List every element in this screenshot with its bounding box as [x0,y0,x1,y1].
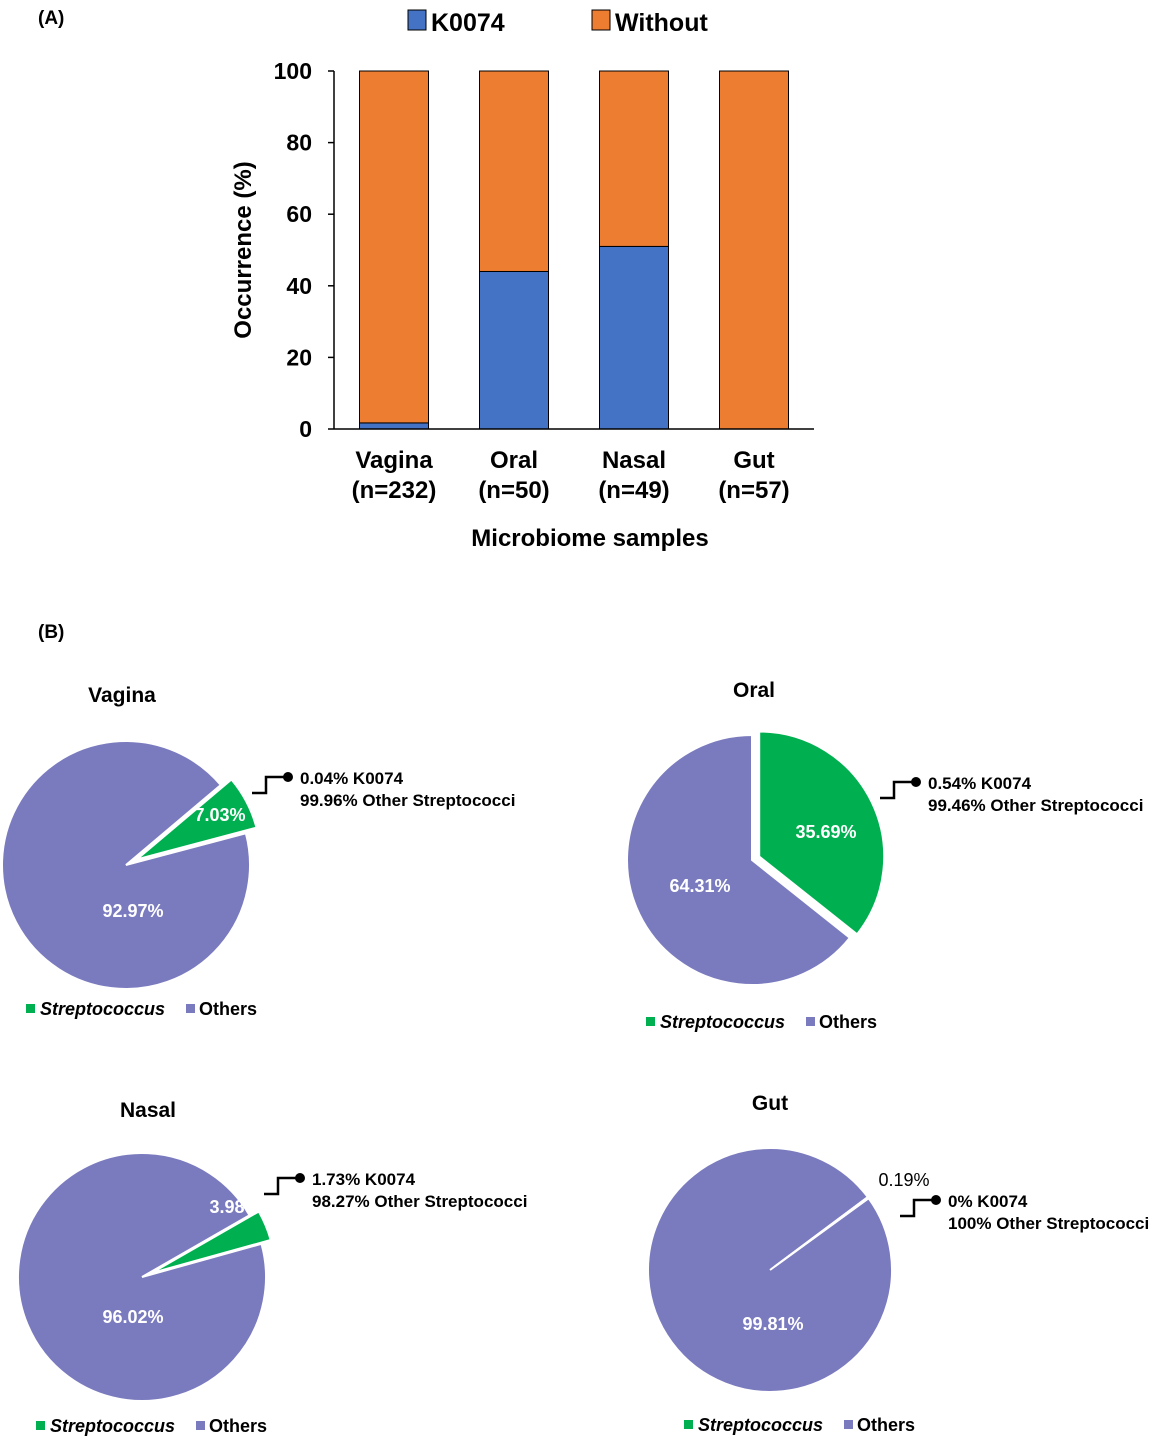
pie-gut: Gut 0.19% 99.81% 0% K0074 100% Other Strepto… [646,1092,1149,1435]
pie-slice-streptococcus-vagina [135,778,258,861]
pie-legend-streptococcus: Streptococcus [40,999,165,1019]
callout-dot-nasal [295,1173,305,1183]
callout-k0074-gut: 0% K0074 [948,1192,1028,1211]
y-tick-label: 20 [286,344,312,370]
x-category-label: Vagina [355,447,433,474]
pie-charts: Vagina 7.03% 92.97% 0.04% K0074 99.96% Other… [1,679,1149,1436]
pie-label-others-oral: 64.31% [669,876,730,896]
callout-dot-gut [931,1195,941,1205]
pie-label-streptococcus-vagina: 7.03% [194,805,245,825]
pie-slice-others-nasal [17,1152,267,1402]
callout-k0074-nasal: 1.73% K0074 [312,1170,416,1189]
pie-label-streptococcus-gut: 0.19% [878,1170,929,1190]
y-tick-label: 100 [274,58,312,84]
callout-connector-vagina [252,775,286,795]
bar-without-oral [479,70,549,272]
panel-label-b: (B) [38,622,64,643]
pie-title-nasal: Nasal [120,1099,176,1122]
bar-legend: K0074 Without [407,9,708,37]
x-category-label: Nasal [602,447,666,474]
pie-legend-others: Others [209,1416,267,1436]
pie-slice-streptococcus-nasal [150,1210,272,1275]
pie-label-streptococcus-nasal: 3.98% [209,1197,260,1217]
legend-label-without: Without [615,9,708,37]
y-tick-label: 0 [299,416,312,442]
callout-other-nasal: 98.27% Other Streptococci [312,1192,527,1211]
pie-slice-others-vagina [1,740,251,990]
pie-title-gut: Gut [752,1092,788,1115]
pie-label-streptococcus-oral: 35.69% [795,822,856,842]
pie-legend-streptococcus: Streptococcus [660,1012,785,1032]
pie-legend-swatch-others [196,1421,205,1430]
pie-legend-others: Others [819,1012,877,1032]
pie-vagina: Vagina 7.03% 92.97% 0.04% K0074 99.96% Other… [1,684,515,1019]
callout-connector-gut [900,1198,934,1218]
x-axis-title: Microbiome samples [471,525,708,552]
pie-legend-others: Others [199,999,257,1019]
callout-k0074-vagina: 0.04% K0074 [300,769,404,788]
bar-k0074-nasal [599,245,669,430]
pie-nasal: Nasal 3.98% 96.02% 1.73% K0074 98.27% Other … [17,1099,527,1436]
callout-dot-vagina [283,772,293,782]
pie-legend-streptococcus: Streptococcus [50,1416,175,1436]
callout-other-oral: 99.46% Other Streptococci [928,796,1143,815]
x-category-label: Oral [490,447,538,474]
x-category-label: Gut [733,447,774,474]
y-axis-title: Occurrence (%) [230,161,257,338]
pie-slice-streptococcus-gut [774,1192,875,1268]
bar-chart: 0 20 40 60 80 100 Vagina (n=232) Oral (n=50) Nasa… [230,58,814,552]
pie-title-vagina: Vagina [88,684,156,707]
pie-legend-others: Others [857,1415,915,1435]
pie-oral: Oral 35.69% 64.31% 0.54% K0074 99.46% Other … [626,679,1143,1032]
pie-legend-swatch-streptococcus [36,1421,45,1430]
callout-dot-oral [911,777,921,787]
legend-label-k0074: K0074 [431,9,505,37]
x-category-count: (n=232) [352,477,437,504]
callout-k0074-oral: 0.54% K0074 [928,774,1032,793]
pie-legend-swatch-others [844,1420,853,1429]
y-tick-label: 60 [286,201,312,227]
callout-connector-nasal [264,1176,298,1196]
x-category-count: (n=50) [478,477,549,504]
pie-slice-others-oral [626,733,852,986]
bar-k0074-vagina [359,422,429,430]
pie-legend-swatch-others [806,1017,815,1026]
y-tick-label: 40 [286,273,312,299]
callout-connector-oral [880,780,914,800]
pie-legend-swatch-others [186,1004,195,1013]
x-category-count: (n=49) [598,477,669,504]
pie-title-oral: Oral [733,679,775,702]
pie-slice-others-gut [646,1146,893,1393]
y-tick-label: 80 [286,130,312,156]
panel-label-a: (A) [38,8,64,29]
bar-without-gut [719,70,789,430]
bar-without-nasal [599,70,669,247]
x-categories: Vagina (n=232) Oral (n=50) Nasal (n=49) Gut (n=… [352,447,790,504]
legend-swatch-k0074 [407,9,427,31]
pie-legend-streptococcus: Streptococcus [698,1415,823,1435]
pie-legend-swatch-streptococcus [646,1017,655,1026]
callout-other-vagina: 99.96% Other Streptococci [300,791,515,810]
pie-legend-swatch-streptococcus [684,1420,693,1429]
bar-k0074-oral [479,270,549,430]
y-ticks: 0 20 40 60 80 100 [274,58,334,442]
bar-without-vagina [359,70,429,424]
callout-other-gut: 100% Other Streptococci [948,1214,1149,1233]
bar-marks [359,70,789,430]
pie-label-others-nasal: 96.02% [102,1307,163,1327]
pie-label-others-gut: 99.81% [742,1314,803,1334]
pie-label-others-vagina: 92.97% [102,901,163,921]
x-category-count: (n=57) [718,477,789,504]
pie-slice-streptococcus-oral [758,730,886,936]
pie-legend-swatch-streptococcus [26,1004,35,1013]
legend-swatch-without [591,9,611,31]
